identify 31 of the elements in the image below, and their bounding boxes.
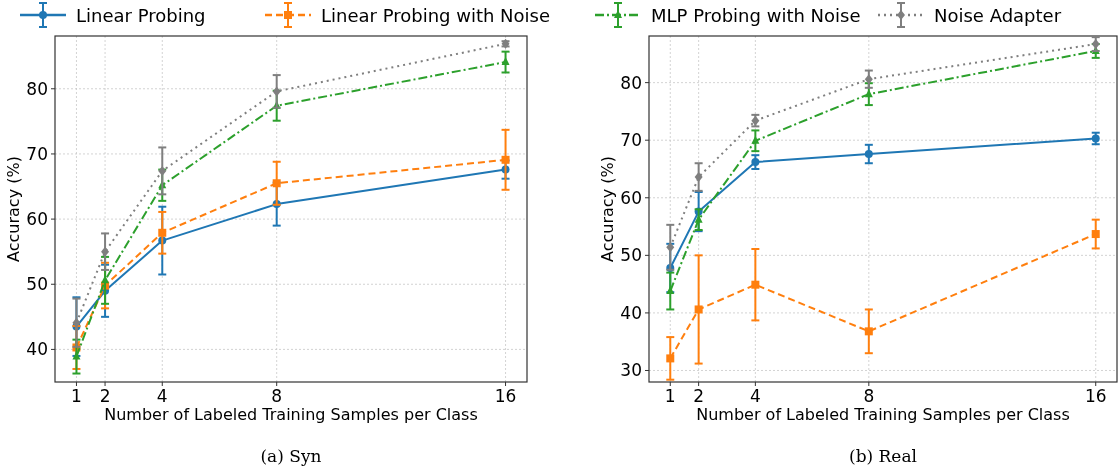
y-tick-label: 30 bbox=[620, 360, 642, 381]
x-tick-label: 2 bbox=[693, 386, 705, 406]
y-tick-label: 80 bbox=[26, 78, 48, 99]
y-tick-label: 60 bbox=[620, 187, 642, 208]
y-tick-label: 50 bbox=[26, 274, 48, 295]
x-tick-label: 1 bbox=[71, 386, 82, 406]
legend-label: MLP Probing with Noise bbox=[651, 5, 861, 26]
y-tick-label: 80 bbox=[620, 72, 642, 93]
x-tick-label: 16 bbox=[1084, 386, 1107, 406]
legend-label: Linear Probing bbox=[76, 5, 206, 26]
y-tick-label: 40 bbox=[620, 302, 642, 323]
y-tick-label: 60 bbox=[26, 209, 48, 230]
y-tick-label: 50 bbox=[620, 245, 642, 266]
x-tick-label: 8 bbox=[271, 386, 283, 406]
y-axis-title: Accuracy (%) bbox=[4, 156, 23, 262]
y-tick-label: 70 bbox=[26, 143, 48, 164]
x-axis-title: Number of Labeled Training Samples per Class bbox=[104, 405, 478, 424]
text: (a) Syn bbox=[260, 446, 322, 466]
x-axis-title: Number of Labeled Training Samples per Class bbox=[696, 405, 1070, 424]
x-tick-label: 8 bbox=[863, 386, 875, 406]
x-tick-label: 4 bbox=[749, 386, 761, 406]
legend-label: Linear Probing with Noise bbox=[321, 5, 551, 26]
y-tick-label: 40 bbox=[26, 339, 48, 360]
legend-label: Noise Adapter bbox=[934, 5, 1062, 26]
y-axis-title: Accuracy (%) bbox=[598, 156, 617, 262]
x-tick-label: 2 bbox=[99, 386, 111, 406]
x-tick-label: 16 bbox=[494, 386, 517, 406]
x-tick-label: 1 bbox=[664, 386, 676, 406]
x-tick-label: 4 bbox=[156, 386, 168, 406]
y-tick-label: 70 bbox=[620, 130, 642, 151]
text: (b) Real bbox=[849, 446, 917, 466]
